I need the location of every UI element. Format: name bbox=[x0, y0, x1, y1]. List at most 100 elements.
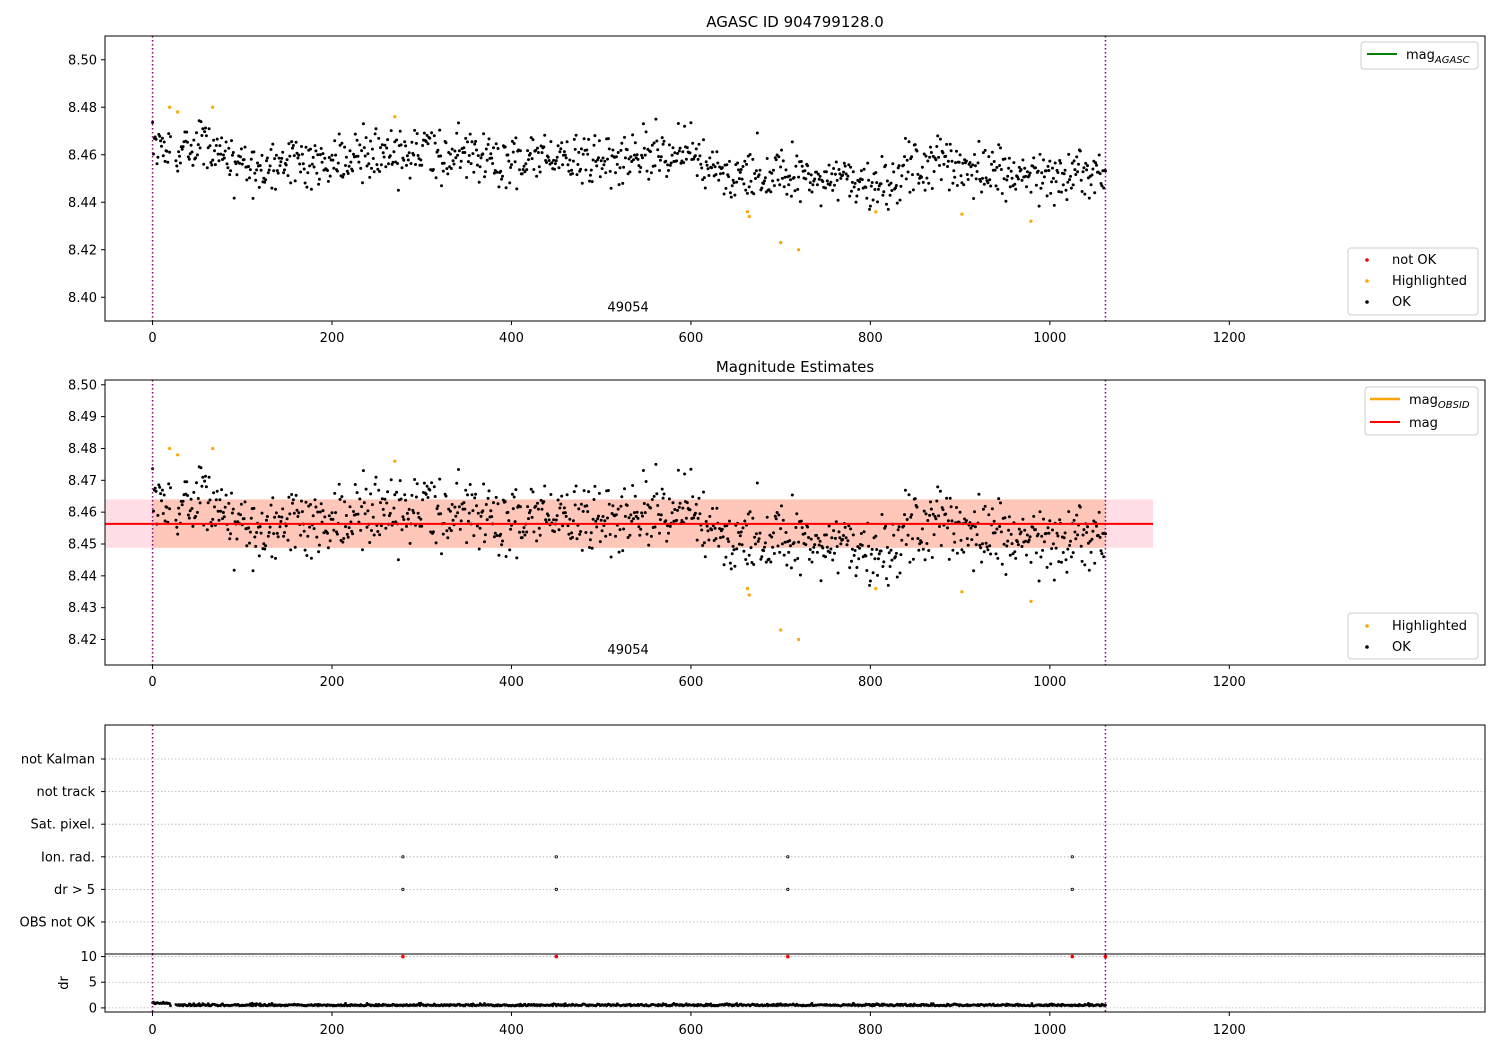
ok-point bbox=[894, 186, 897, 190]
ok-point bbox=[903, 136, 907, 140]
ok-point bbox=[570, 168, 574, 172]
ok-point bbox=[875, 181, 879, 185]
flag-point bbox=[786, 887, 790, 892]
ok-point bbox=[911, 173, 914, 177]
ok-point bbox=[973, 164, 977, 168]
highlighted-point bbox=[176, 110, 180, 114]
ok-point bbox=[490, 515, 494, 519]
ok-point bbox=[630, 519, 634, 523]
ok-point bbox=[873, 188, 877, 191]
ok-point bbox=[853, 549, 857, 552]
legend-label-mag-2: mag bbox=[1409, 416, 1438, 431]
ok-point bbox=[633, 494, 637, 498]
ok-point bbox=[899, 553, 903, 557]
ok-point bbox=[1060, 560, 1063, 564]
ok-point bbox=[832, 529, 836, 533]
ok-point bbox=[999, 530, 1003, 534]
ok-point bbox=[882, 190, 886, 194]
ok-point bbox=[230, 491, 233, 495]
ok-point bbox=[689, 121, 693, 125]
ok-point bbox=[559, 502, 563, 506]
ok-point bbox=[584, 168, 588, 172]
ok-point bbox=[522, 526, 526, 530]
ok-point bbox=[478, 526, 482, 530]
ok-point bbox=[1017, 165, 1021, 169]
dr-point bbox=[810, 1002, 814, 1005]
ok-point bbox=[230, 511, 234, 515]
highlighted-point bbox=[796, 248, 801, 252]
ok-point bbox=[995, 165, 999, 169]
ok-point bbox=[903, 513, 906, 517]
ok-point bbox=[558, 506, 562, 510]
ok-point bbox=[556, 144, 560, 148]
ok-point bbox=[779, 165, 783, 169]
ok-point bbox=[361, 181, 364, 185]
ok-point bbox=[560, 494, 564, 498]
ok-point bbox=[812, 545, 816, 549]
ok-point bbox=[466, 140, 469, 144]
ok-point bbox=[658, 158, 662, 162]
ok-point bbox=[283, 168, 286, 172]
ok-point bbox=[599, 159, 603, 163]
ok-point bbox=[294, 493, 298, 497]
ok-point bbox=[724, 555, 728, 559]
panel-flags-gridlines bbox=[105, 758, 1485, 923]
ok-point bbox=[553, 162, 557, 166]
ok-point bbox=[511, 150, 515, 154]
ok-point bbox=[285, 158, 289, 162]
panel-estimates-frame bbox=[104, 379, 1486, 666]
ok-point bbox=[1047, 531, 1051, 535]
ok-point bbox=[929, 500, 932, 504]
ok-point bbox=[204, 474, 207, 478]
ok-point bbox=[718, 527, 722, 531]
ok-point bbox=[342, 537, 346, 540]
ok-point bbox=[836, 571, 840, 575]
ok-point bbox=[463, 507, 467, 511]
ok-point bbox=[638, 533, 642, 537]
ok-point bbox=[964, 519, 968, 523]
ok-point bbox=[589, 531, 593, 535]
ok-point bbox=[808, 181, 812, 185]
ok-point bbox=[778, 183, 782, 187]
ok-point bbox=[1076, 533, 1080, 537]
ok-point bbox=[209, 161, 213, 164]
ok-point bbox=[1090, 537, 1094, 541]
ok-point bbox=[981, 176, 984, 180]
ok-point bbox=[827, 524, 831, 528]
ok-point bbox=[402, 158, 406, 162]
ok-point bbox=[457, 505, 461, 509]
ok-point bbox=[153, 486, 157, 490]
ok-point bbox=[997, 143, 1001, 147]
flag-point bbox=[554, 887, 558, 892]
ok-point bbox=[1034, 551, 1038, 555]
ok-point bbox=[807, 188, 811, 192]
ok-point bbox=[1010, 542, 1014, 546]
ok-point bbox=[697, 142, 701, 146]
ok-point bbox=[797, 175, 801, 179]
ok-point bbox=[683, 472, 687, 476]
ok-point bbox=[334, 153, 338, 157]
ok-point bbox=[361, 122, 365, 126]
dr-point bbox=[1030, 1002, 1034, 1005]
ok-point bbox=[1069, 539, 1072, 543]
ok-point bbox=[585, 504, 589, 508]
ok-point bbox=[796, 187, 800, 191]
ok-point bbox=[1012, 161, 1016, 165]
ok-point bbox=[217, 159, 221, 163]
ok-point bbox=[568, 517, 572, 521]
ok-point bbox=[471, 509, 475, 513]
ok-point bbox=[235, 173, 239, 177]
ok-point bbox=[581, 152, 585, 156]
ok-point bbox=[215, 489, 219, 493]
ok-point bbox=[289, 181, 293, 185]
ok-point bbox=[911, 537, 914, 541]
ok-point bbox=[877, 552, 881, 556]
ok-point bbox=[913, 143, 917, 147]
ok-point bbox=[328, 539, 332, 543]
panel-estimates-annotation: 49054 bbox=[607, 643, 648, 658]
ok-point bbox=[1066, 180, 1070, 184]
ok-point bbox=[466, 519, 470, 523]
ok-point bbox=[217, 518, 221, 522]
ok-point bbox=[438, 128, 442, 132]
